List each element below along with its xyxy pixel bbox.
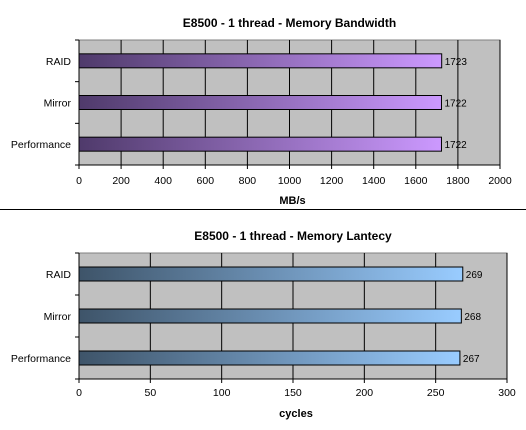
- x-tick-label: 1400: [362, 175, 386, 187]
- chart-0: E8500 - 1 thread - Memory Bandwidth 0 200 4…: [11, 16, 512, 207]
- data-label: 1723: [445, 57, 468, 68]
- x-axis-title: cycles: [279, 408, 313, 420]
- x-tick-label: 50: [144, 387, 156, 399]
- x-tick-label: 600: [197, 175, 215, 187]
- bar: [78, 136, 442, 152]
- chart-divider: [0, 209, 526, 210]
- x-tick-label: 800: [239, 175, 257, 187]
- data-label: 267: [463, 354, 480, 365]
- bar: [78, 266, 464, 282]
- x-axis-title: MB/s: [279, 195, 305, 207]
- data-label: 269: [466, 270, 483, 281]
- x-tick-label: 100: [213, 387, 231, 399]
- x-tick-label: 300: [498, 387, 516, 399]
- chart-1: E8500 - 1 thread - Memory Lantecy 0 50 100 1…: [11, 229, 516, 420]
- data-label: 268: [464, 312, 481, 323]
- x-tick-label: 0: [76, 175, 82, 187]
- bar: [78, 95, 442, 110]
- chart-title: E8500 - 1 thread - Memory Lantecy: [194, 229, 392, 243]
- x-tick-label: 250: [427, 387, 445, 399]
- category-label: RAID: [46, 269, 72, 281]
- data-label: 1722: [444, 140, 467, 151]
- x-tick-label: 150: [284, 387, 302, 399]
- x-tick-label: 1200: [320, 175, 344, 187]
- x-tick-label: 1000: [278, 175, 302, 187]
- category-label: Performance: [11, 139, 71, 151]
- bar: [78, 350, 461, 366]
- x-tick-label: 200: [112, 175, 130, 187]
- category-label: Mirror: [44, 98, 72, 110]
- x-tick-label: 200: [356, 387, 374, 399]
- category-label: Performance: [11, 353, 71, 365]
- x-tick-label: 2000: [488, 175, 512, 187]
- x-tick-label: 1800: [446, 175, 470, 187]
- x-tick-label: 400: [154, 175, 172, 187]
- category-label: Mirror: [44, 311, 72, 323]
- bar: [78, 308, 462, 324]
- chart-title: E8500 - 1 thread - Memory Bandwidth: [183, 16, 396, 30]
- category-label: RAID: [46, 56, 72, 68]
- x-tick-label: 0: [76, 387, 82, 399]
- x-tick-label: 1600: [404, 175, 428, 187]
- data-label: 1722: [444, 99, 467, 110]
- bar: [78, 53, 443, 69]
